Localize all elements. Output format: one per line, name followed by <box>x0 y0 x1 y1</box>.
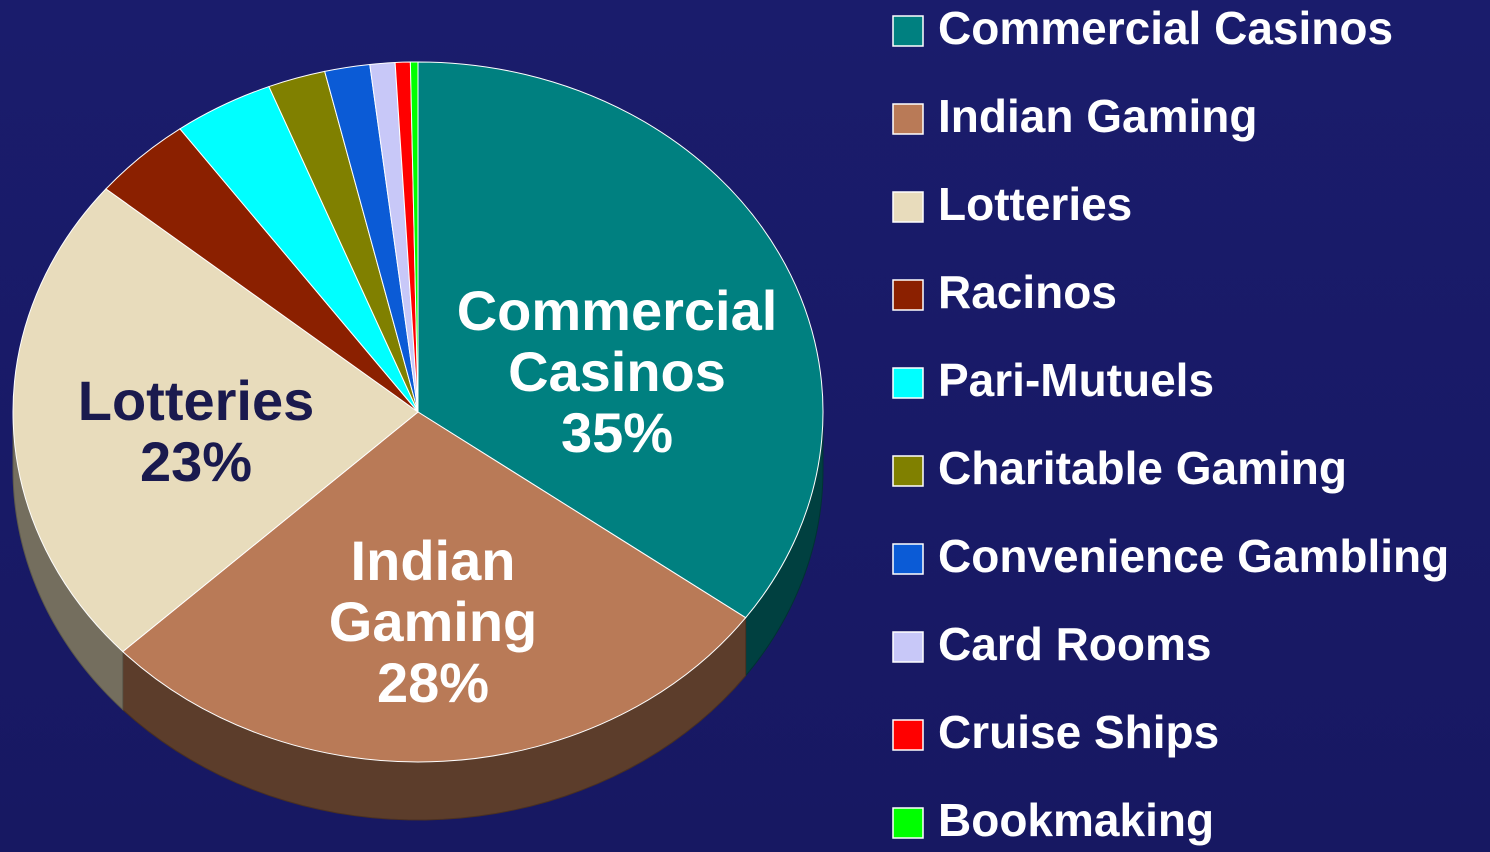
legend-swatch <box>892 543 924 575</box>
legend-label: Bookmaking <box>938 794 1214 846</box>
slice-value-label: 35% <box>561 401 673 464</box>
slice-label-line: Gaming <box>329 590 537 653</box>
slice-label: Indian Gaming <box>329 529 537 653</box>
slice-label: Lotteries <box>78 369 315 432</box>
slice-label-line: Casinos <box>508 340 726 403</box>
slice <box>417 61 824 619</box>
legend-label: Charitable Gaming <box>938 442 1347 494</box>
slice-value-label: 23% <box>140 430 252 493</box>
slice <box>12 188 419 653</box>
legend-swatch <box>892 631 924 663</box>
legend-swatch <box>892 807 924 839</box>
legend-label: Convenience Gambling <box>938 530 1449 582</box>
legend-swatch <box>892 367 924 399</box>
legend-label: Indian Gaming <box>938 90 1257 142</box>
legend-label: Cruise Ships <box>938 706 1219 758</box>
legend-label: Card Rooms <box>938 618 1211 670</box>
legend-swatch <box>892 15 924 47</box>
legend-swatch <box>892 455 924 487</box>
legend-label: Racinos <box>938 266 1117 318</box>
legend-swatch <box>892 719 924 751</box>
slice <box>409 61 419 413</box>
slice-label: Commercial Casinos <box>457 279 778 403</box>
legend-swatch <box>892 279 924 311</box>
legend-swatch <box>892 103 924 135</box>
legend-swatch <box>892 191 924 223</box>
legend-label: Lotteries <box>938 178 1132 230</box>
legend-label: Pari-Mutuels <box>938 354 1214 406</box>
slice-value-label: 28% <box>377 651 489 714</box>
slice-label-line: Indian <box>351 529 516 592</box>
slice <box>122 411 747 763</box>
slice-label-line: Lotteries <box>78 369 315 432</box>
legend-label: Commercial Casinos <box>938 2 1393 54</box>
slice-label-line: Commercial <box>457 279 778 342</box>
